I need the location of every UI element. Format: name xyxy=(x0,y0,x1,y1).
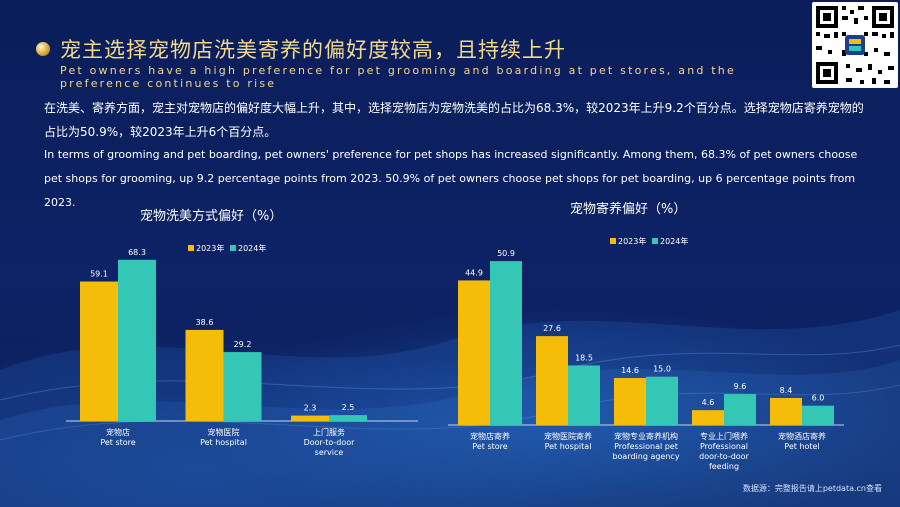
category-label: Pet hotel xyxy=(784,442,819,451)
data-label: 2.3 xyxy=(304,404,317,413)
bar xyxy=(568,365,600,425)
legend-swatch xyxy=(610,238,616,244)
data-label: 38.6 xyxy=(196,318,214,327)
bar xyxy=(80,281,118,421)
page-title: 宠主选择宠物店洗美寄养的偏好度较高，且持续上升 xyxy=(60,38,566,62)
legend-label: 2024年 xyxy=(238,243,266,253)
legend-swatch xyxy=(652,238,658,244)
bar xyxy=(329,415,367,421)
bar xyxy=(692,410,724,425)
bar xyxy=(223,352,262,421)
category-label: 宠物医院寄养 xyxy=(544,431,592,441)
legend-label: 2024年 xyxy=(660,236,688,246)
category-label: 宠物医院 xyxy=(208,427,240,437)
bar xyxy=(646,376,678,425)
category-label: 宠物店寄养 xyxy=(470,431,510,441)
bar xyxy=(490,261,522,425)
category-label: 上门服务 xyxy=(313,427,345,437)
data-label: 29.2 xyxy=(234,340,252,349)
bar xyxy=(458,280,490,425)
category-label: Professional pet xyxy=(614,442,678,451)
legend-label: 2023年 xyxy=(618,236,646,246)
legend-label: 2023年 xyxy=(196,243,224,253)
category-label: feeding xyxy=(709,462,739,471)
page-subtitle: Pet owners have a high preference for pe… xyxy=(60,64,736,90)
category-label: 专业上门喂养 xyxy=(700,431,748,441)
category-label: door-to-door xyxy=(699,452,749,461)
data-label: 59.1 xyxy=(90,270,108,279)
summary-cn: 在洗美、寄养方面，宠主对宠物店的偏好度大幅上升，其中，选择宠物店为宠物洗美的占比… xyxy=(44,101,864,139)
bar xyxy=(724,394,756,425)
bar xyxy=(770,397,802,425)
summary-en: In terms of grooming and pet boarding, p… xyxy=(44,148,858,209)
data-label: 6.0 xyxy=(812,394,825,403)
data-label: 14.6 xyxy=(621,366,639,375)
title-row: 宠主选择宠物店洗美寄养的偏好度较高，且持续上升 xyxy=(36,34,566,64)
category-label: Professional xyxy=(700,442,748,451)
gold-orb-icon xyxy=(36,42,50,56)
bar xyxy=(614,377,646,425)
category-label: Pet hospital xyxy=(545,442,592,451)
data-label: 27.6 xyxy=(543,324,561,333)
bar xyxy=(118,259,156,421)
data-source: 数据源：完整报告请上petdata.cn查看 xyxy=(742,484,882,493)
bar xyxy=(291,415,329,421)
category-label: 宠物店 xyxy=(106,427,130,437)
data-label: 68.3 xyxy=(128,248,146,257)
bar xyxy=(802,405,834,425)
data-label: 15.0 xyxy=(653,365,671,374)
data-label: 9.6 xyxy=(734,382,747,391)
bar xyxy=(185,329,224,421)
qr-code-icon xyxy=(812,2,898,88)
category-label: Pet store xyxy=(472,442,507,451)
data-label: 2.5 xyxy=(342,403,355,412)
legend-swatch xyxy=(188,245,194,251)
data-label: 18.5 xyxy=(575,353,593,362)
category-label: 宠物酒店寄养 xyxy=(778,431,826,441)
category-label: Pet store xyxy=(100,438,135,447)
data-label: 8.4 xyxy=(780,386,793,395)
category-label: 宠物专业寄养机构 xyxy=(614,431,678,441)
data-label: 50.9 xyxy=(497,249,515,258)
data-label: 44.9 xyxy=(465,268,483,277)
chart2-title: 宠物寄养偏好（%） xyxy=(570,202,687,217)
category-label: service xyxy=(315,448,344,457)
data-label: 4.6 xyxy=(702,398,715,407)
legend-swatch xyxy=(230,245,236,251)
category-label: Pet hospital xyxy=(200,438,247,447)
category-label: boarding agency xyxy=(612,452,679,461)
bar xyxy=(536,336,568,425)
chart1-title: 宠物洗美方式偏好（%） xyxy=(140,209,283,224)
category-label: Door-to-door xyxy=(304,438,356,447)
